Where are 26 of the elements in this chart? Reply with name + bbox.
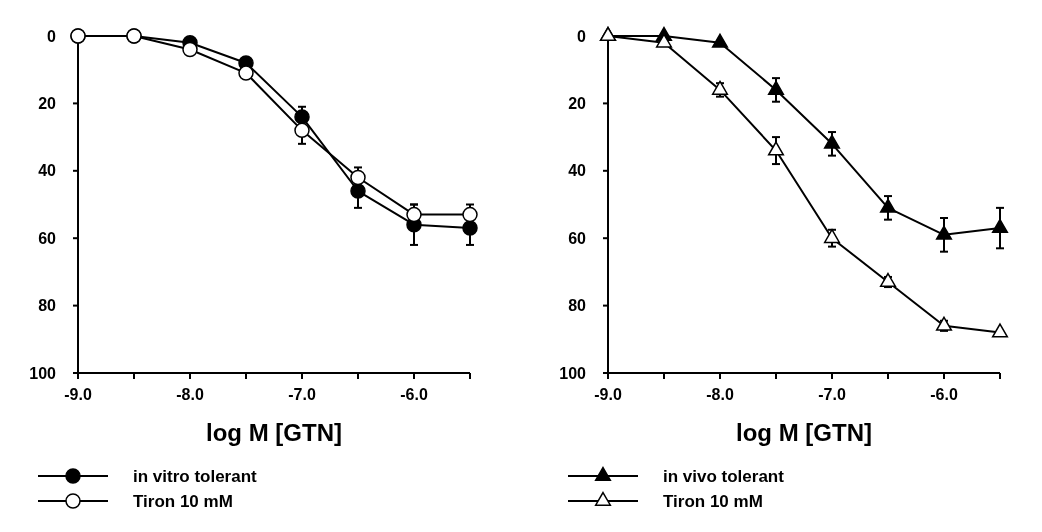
y-tick-label: 0 <box>577 27 587 45</box>
y-tick-label: 100 <box>29 364 57 382</box>
y-tick-label: 20 <box>38 95 57 112</box>
y-tick-label: 60 <box>568 229 587 247</box>
x-axis-title: log M [GTN] <box>206 419 342 446</box>
x-tick-label: -8.0 <box>706 386 734 403</box>
x-tick-label: -7.0 <box>288 386 316 403</box>
y-tick-label: 100 <box>559 364 587 382</box>
x-axis-title: log M [GTN] <box>736 419 872 446</box>
y-tick-label: 80 <box>568 297 587 315</box>
legend-label: Tiron 10 mM <box>133 491 233 511</box>
y-tick-label: 40 <box>568 162 587 180</box>
legend-label: Tiron 10 mM <box>663 491 763 511</box>
x-tick-label: -9.0 <box>594 386 622 403</box>
legend-label: in vivo tolerant <box>663 466 785 486</box>
x-tick-label: -8.0 <box>176 386 204 403</box>
x-tick-label: -6.0 <box>930 386 958 403</box>
y-tick-label: 0 <box>47 27 57 45</box>
y-tick-label: 60 <box>38 229 57 247</box>
x-tick-label: -6.0 <box>400 386 428 403</box>
y-tick-label: 80 <box>38 297 57 315</box>
y-tick-label: 20 <box>568 95 587 112</box>
legend-label: in vitro tolerant <box>133 466 258 486</box>
x-tick-label: -9.0 <box>64 386 92 403</box>
x-tick-label: -7.0 <box>818 386 846 403</box>
y-tick-label: 40 <box>38 162 57 180</box>
